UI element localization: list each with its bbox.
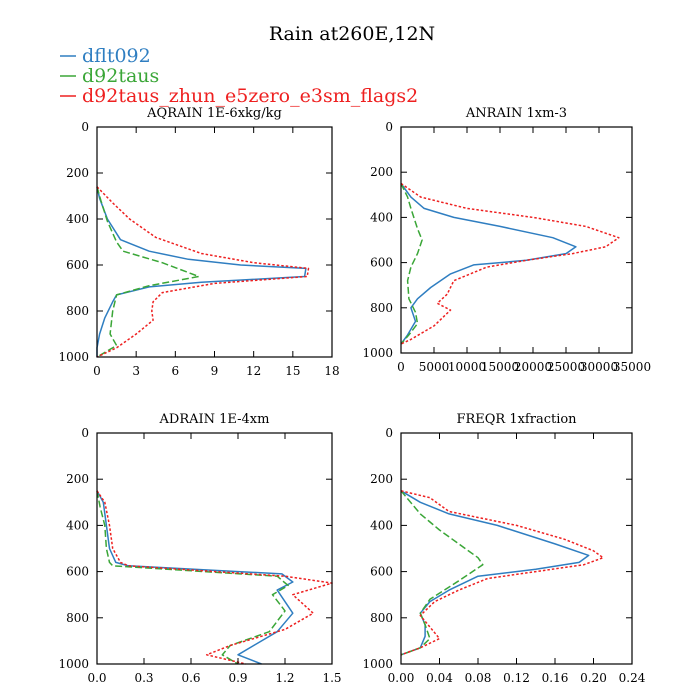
x-tick-label: 0: [93, 364, 101, 378]
x-tick-label: 0.9: [228, 671, 247, 685]
series-line-3: [400, 490, 604, 656]
x-tick-label: 25000: [547, 360, 585, 374]
x-tick-label: 15: [285, 364, 300, 378]
x-tick-label: 0.16: [542, 671, 569, 685]
x-tick-label: 6: [172, 364, 180, 378]
series-line-3: [400, 182, 620, 345]
x-tick-label: 9: [211, 364, 219, 378]
y-tick-label: 1000: [58, 350, 89, 364]
x-tick-label: 0.12: [503, 671, 530, 685]
plot-frame: [400, 432, 633, 665]
series-line-2: [400, 490, 484, 656]
plot-frame: [96, 432, 333, 665]
y-tick-label: 0: [385, 120, 393, 134]
figure-title: Rain at260E,12N: [269, 23, 435, 45]
y-tick-label: 0: [81, 426, 89, 440]
y-tick-label: 800: [370, 301, 393, 315]
y-tick-label: 800: [66, 304, 89, 318]
y-tick-label: 200: [370, 165, 393, 179]
y-tick-label: 1000: [362, 657, 393, 671]
x-tick-label: 12: [246, 364, 261, 378]
y-tick-label: 400: [370, 518, 393, 532]
legend-label: d92taus_zhun_e5zero_e3sm_flags2: [82, 85, 418, 107]
x-tick-label: 0.20: [580, 671, 607, 685]
x-tick-label: 10000: [448, 360, 486, 374]
series-line-1: [96, 186, 307, 357]
x-tick-label: 30000: [580, 360, 618, 374]
panel-title: AQRAIN 1E-6xkg/kg: [146, 106, 282, 121]
plot-frame: [96, 126, 333, 358]
y-tick-label: 600: [66, 565, 89, 579]
x-tick-label: 0.04: [426, 671, 453, 685]
y-tick-label: 400: [66, 212, 89, 226]
y-tick-label: 800: [66, 611, 89, 625]
y-tick-label: 1000: [362, 346, 393, 360]
y-tick-label: 200: [370, 472, 393, 486]
y-tick-label: 800: [370, 611, 393, 625]
x-tick-label: 0.3: [134, 671, 153, 685]
series-line-1: [400, 490, 590, 656]
series-line-1: [96, 490, 294, 665]
plot-frame: [400, 126, 633, 354]
x-tick-label: 0.00: [388, 671, 415, 685]
x-tick-label: 0.24: [619, 671, 646, 685]
x-tick-label: 5000: [419, 360, 450, 374]
x-tick-label: 1.2: [275, 671, 294, 685]
y-tick-label: 400: [66, 518, 89, 532]
x-tick-label: 18: [324, 364, 339, 378]
y-tick-label: 600: [66, 258, 89, 272]
x-tick-label: 15000: [481, 360, 519, 374]
panel-title: ADRAIN 1E-4xm: [159, 412, 270, 427]
y-tick-label: 1000: [58, 657, 89, 671]
series-line-1: [400, 183, 577, 345]
panel-1: 0 3 6 9 12 15 18 0 200 400 600 800 1000 AQRAIN 1E-6xk…: [58, 106, 339, 378]
x-tick-label: 20000: [514, 360, 552, 374]
panel-title: ANRAIN 1xm-3: [465, 106, 567, 121]
y-tick-label: 600: [370, 565, 393, 579]
x-tick-label: 1.5: [322, 671, 341, 685]
x-tick-label: 35000: [613, 360, 651, 374]
panels: 0 3 6 9 12 15 18 0 200 400 600 800 1000 AQRAIN 1E-6xk…: [58, 106, 651, 685]
legend: dflt092d92tausd92taus_zhun_e5zero_e3sm_f…: [60, 45, 418, 107]
series-line-2: [400, 183, 423, 345]
x-tick-label: 0.6: [181, 671, 200, 685]
series-line-3: [96, 186, 310, 358]
series-line-2: [96, 490, 289, 665]
panel-4: 0.00 0.04 0.08 0.12 0.16 0.20 0.24 0 200 400 600 80…: [362, 412, 645, 685]
y-tick-label: 0: [385, 426, 393, 440]
legend-label: dflt092: [82, 45, 151, 67]
y-tick-label: 600: [370, 256, 393, 270]
x-tick-label: 0.08: [465, 671, 492, 685]
x-tick-label: 0.0: [87, 671, 106, 685]
x-tick-label: 3: [132, 364, 140, 378]
series-line-2: [96, 186, 200, 358]
legend-label: d92taus: [82, 65, 159, 87]
y-tick-label: 200: [66, 166, 89, 180]
y-tick-label: 400: [370, 210, 393, 224]
panel-title: FREQR 1xfraction: [456, 412, 577, 427]
x-tick-label: 0: [397, 360, 405, 374]
panel-3: 0.0 0.3 0.6 0.9 1.2 1.5 0 200 400 600 800 1000 ADRAI…: [58, 412, 341, 685]
y-tick-label: 0: [81, 120, 89, 134]
series-line-3: [96, 490, 333, 665]
y-tick-label: 200: [66, 472, 89, 486]
